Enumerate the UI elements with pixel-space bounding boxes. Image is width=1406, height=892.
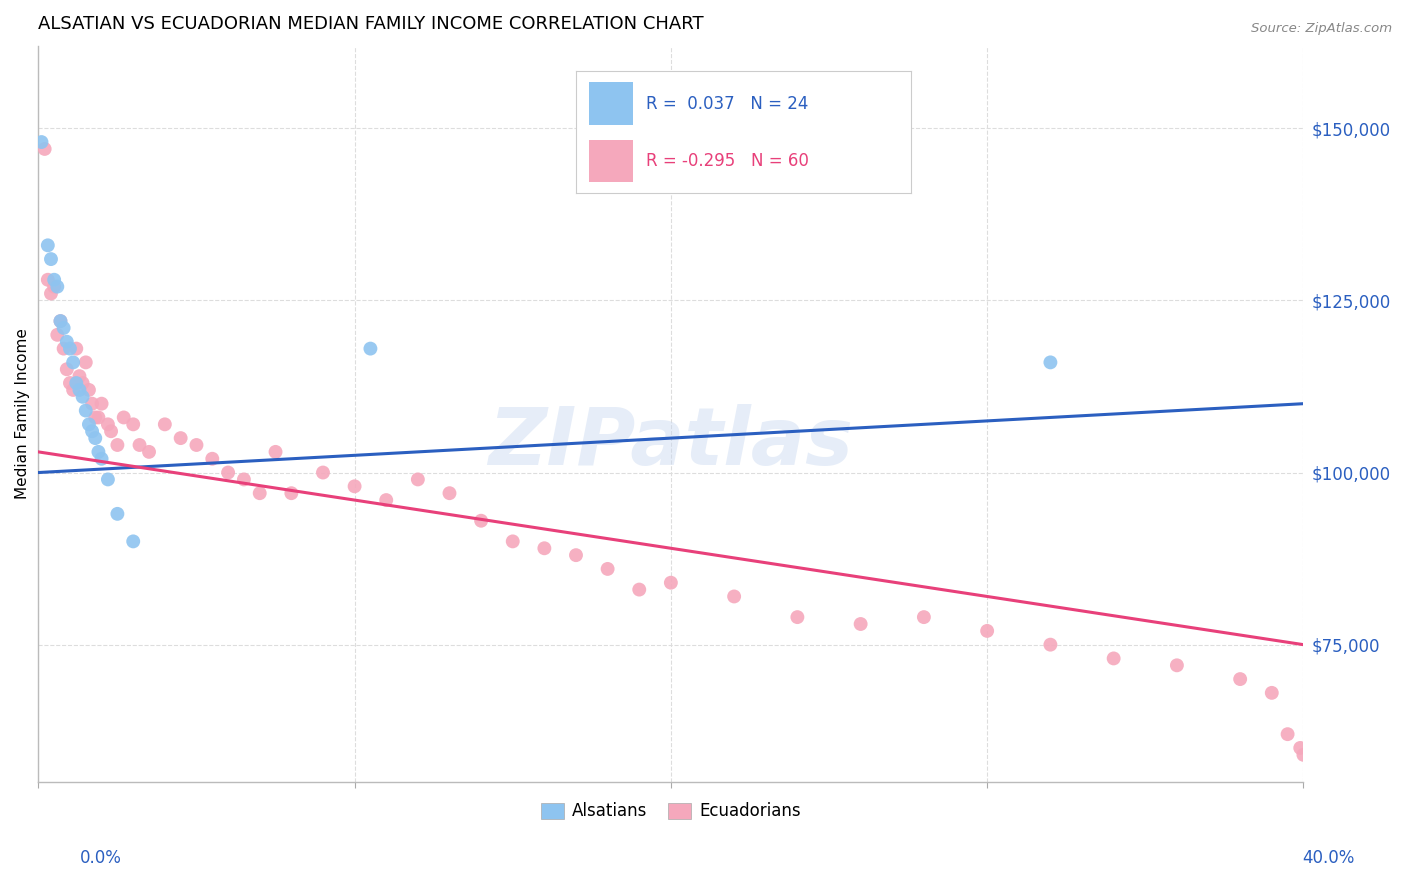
Point [596,562,619,576]
Point [470,514,492,528]
Point [56,362,79,376]
Point [49,314,72,328]
Point [1292,747,1315,762]
Point [312,466,335,480]
Point [87,410,110,425]
Point [37,238,59,252]
Point [375,493,398,508]
Legend: Alsatians, Ecuadorians: Alsatians, Ecuadorians [534,796,807,827]
Point [97,472,120,486]
Point [34,142,56,156]
Point [37,273,59,287]
Point [44,273,66,287]
Point [280,486,302,500]
Point [72,390,94,404]
Point [128,438,150,452]
Point [72,376,94,390]
Point [1289,740,1312,755]
Point [1102,651,1125,665]
Point [75,355,97,369]
Point [84,431,107,445]
Point [100,424,122,438]
Point [976,624,998,638]
Text: Source: ZipAtlas.com: Source: ZipAtlas.com [1251,22,1392,36]
Point [52,321,75,335]
Text: ZIPatlas: ZIPatlas [488,404,853,483]
Point [82,424,104,438]
Point [565,548,588,562]
Point [122,417,145,432]
Point [232,472,254,486]
Point [786,610,808,624]
Point [87,445,110,459]
Point [112,410,135,425]
Point [82,397,104,411]
Point [138,445,160,459]
Point [723,590,745,604]
Point [75,403,97,417]
Point [46,279,69,293]
Point [107,507,129,521]
Point [59,376,82,390]
Point [39,286,62,301]
Text: ALSATIAN VS ECUADORIAN MEDIAN FAMILY INCOME CORRELATION CHART: ALSATIAN VS ECUADORIAN MEDIAN FAMILY INC… [38,15,704,33]
Point [62,355,84,369]
Point [249,486,271,500]
Point [59,342,82,356]
Point [659,575,682,590]
Point [439,486,461,500]
Point [406,472,429,486]
Point [90,451,112,466]
Point [62,383,84,397]
Point [65,342,87,356]
Point [217,466,239,480]
Y-axis label: Median Family Income: Median Family Income [15,328,30,500]
Point [97,417,120,432]
Point [46,327,69,342]
Point [169,431,191,445]
Point [49,314,72,328]
Point [1277,727,1299,741]
Point [1166,658,1188,673]
Point [69,369,91,384]
Point [201,451,224,466]
Point [1039,355,1062,369]
Point [264,445,287,459]
Point [186,438,208,452]
Point [107,438,129,452]
Point [1261,686,1284,700]
Point [1229,672,1251,686]
Text: 0.0%: 0.0% [80,849,122,867]
Text: 40.0%: 40.0% [1302,849,1355,867]
Point [1039,638,1062,652]
Point [31,135,53,149]
Point [84,410,107,425]
Point [359,342,381,356]
Point [849,617,872,632]
Point [52,342,75,356]
Point [628,582,651,597]
Point [90,397,112,411]
Point [44,279,66,293]
Point [77,417,100,432]
Point [69,383,91,397]
Point [343,479,366,493]
Point [912,610,935,624]
Point [65,376,87,390]
Point [56,334,79,349]
Point [39,252,62,266]
Point [77,383,100,397]
Point [533,541,555,556]
Point [502,534,524,549]
Point [122,534,145,549]
Point [153,417,176,432]
